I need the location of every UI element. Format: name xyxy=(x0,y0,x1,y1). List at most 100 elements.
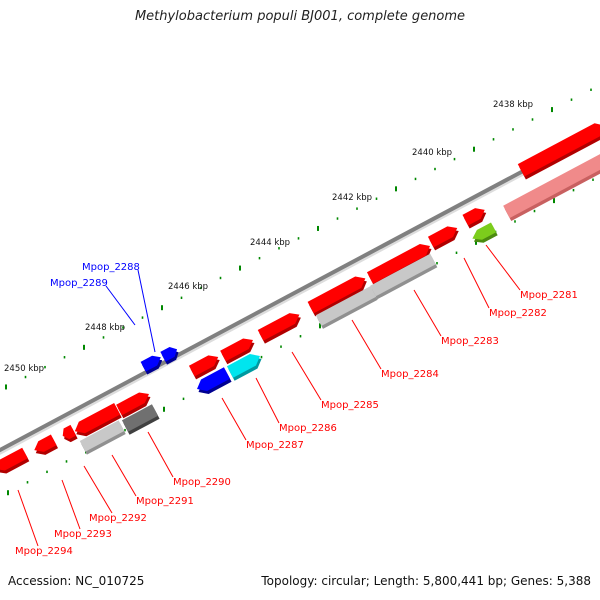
leader-line xyxy=(485,244,521,291)
gene-arrow[interactable] xyxy=(517,123,600,180)
tick-mark xyxy=(572,188,575,192)
gene-arrow[interactable] xyxy=(472,222,498,243)
tick-mark xyxy=(473,146,475,152)
topology-info: Topology: circular; Length: 5,800,441 bp… xyxy=(261,574,591,588)
kbp-label: 2448 kbp xyxy=(85,323,125,333)
tick-mark xyxy=(453,157,456,161)
tick-mark xyxy=(317,225,319,231)
gene-label[interactable]: Mpop_2292 xyxy=(89,513,147,524)
tick-mark xyxy=(533,209,536,213)
tick-mark xyxy=(124,428,126,432)
tick-mark xyxy=(436,262,438,265)
gene-arrow[interactable] xyxy=(196,367,232,394)
tick-mark xyxy=(375,197,378,200)
leader-line xyxy=(291,351,322,401)
tick-mark xyxy=(280,345,282,348)
outer-tick-row xyxy=(5,88,592,390)
gene-arrow[interactable] xyxy=(188,355,220,380)
gene-arrow[interactable] xyxy=(366,244,432,287)
gene-label[interactable]: Mpop_2293 xyxy=(54,529,112,540)
gene-label[interactable]: Mpop_2287 xyxy=(246,440,304,451)
tick-mark xyxy=(46,470,48,474)
tick-mark xyxy=(514,220,516,223)
tick-mark xyxy=(65,460,68,463)
tick-mark xyxy=(239,265,241,271)
tick-mark xyxy=(414,177,417,181)
gene-label[interactable]: Mpop_2285 xyxy=(321,400,379,411)
tick-mark xyxy=(297,237,300,240)
tick-mark xyxy=(5,384,7,390)
gene-label[interactable]: Mpop_2283 xyxy=(441,336,499,347)
tick-mark xyxy=(553,198,555,204)
tick-mark xyxy=(278,247,280,250)
leader-line xyxy=(17,489,39,547)
gene-label[interactable]: Mpop_2288 xyxy=(82,262,140,273)
leader-line xyxy=(351,319,382,370)
tick-mark xyxy=(7,490,9,496)
gene-label[interactable]: Mpop_2286 xyxy=(279,423,337,434)
tick-mark xyxy=(219,276,222,280)
tick-mark xyxy=(590,88,592,91)
leader-line xyxy=(137,269,156,353)
tick-mark xyxy=(200,286,202,290)
leader-line xyxy=(463,257,490,309)
gene-arrow[interactable] xyxy=(462,208,487,229)
tick-mark xyxy=(83,344,85,350)
gene-arrow[interactable] xyxy=(226,354,262,381)
gene-arrow[interactable] xyxy=(257,313,301,344)
leader-line xyxy=(413,289,442,337)
tick-mark xyxy=(258,256,261,260)
gene-arrow[interactable] xyxy=(160,347,179,365)
tick-mark xyxy=(570,98,573,101)
gene-arrow[interactable] xyxy=(0,447,30,474)
leader-line xyxy=(255,377,280,424)
gene-arrow[interactable] xyxy=(62,424,78,443)
gene-label[interactable]: Mpop_2289 xyxy=(50,278,108,289)
leader-line xyxy=(111,454,137,497)
gene-labels: Mpop_2281 Mpop_2282 Mpop_2283 Mpop_2284 Mpop… xyxy=(15,244,578,557)
gene-box[interactable] xyxy=(121,404,160,435)
gene-arrow[interactable] xyxy=(116,392,151,419)
gene-label[interactable]: Mpop_2284 xyxy=(381,369,439,380)
gene-label[interactable]: Mpop_2282 xyxy=(489,308,547,319)
gene-arrow[interactable] xyxy=(34,434,59,455)
leader-line xyxy=(83,465,113,514)
gene-arrow[interactable] xyxy=(140,355,163,375)
tick-mark xyxy=(434,167,436,171)
tick-mark xyxy=(63,356,66,359)
tick-mark xyxy=(180,296,183,299)
leader-line xyxy=(105,285,136,326)
tick-mark xyxy=(592,178,594,181)
tick-mark xyxy=(24,375,27,379)
leader-line xyxy=(221,397,247,441)
gene-box[interactable] xyxy=(503,154,600,222)
tick-mark xyxy=(141,316,144,319)
gene-label[interactable]: Mpop_2281 xyxy=(520,290,578,301)
gene-arrow[interactable] xyxy=(220,338,255,365)
kbp-label: 2446 kbp xyxy=(168,282,208,292)
tick-mark xyxy=(161,305,163,311)
gene-arrow[interactable] xyxy=(307,276,367,317)
gene-box[interactable] xyxy=(370,253,438,300)
genome-backbone xyxy=(0,127,600,455)
kbp-labels: 2438 kbp 2440 kbp 2442 kbp 2444 kbp 2446 kbp… xyxy=(4,100,533,374)
gene-box[interactable] xyxy=(79,420,126,455)
leader-line xyxy=(147,431,174,478)
tick-mark xyxy=(336,217,339,220)
gene-label[interactable]: Mpop_2291 xyxy=(136,496,194,507)
tick-mark xyxy=(163,406,165,412)
kbp-label: 2438 kbp xyxy=(493,100,533,110)
gene-label[interactable]: Mpop_2294 xyxy=(15,546,73,557)
gene-arrow[interactable] xyxy=(74,402,122,437)
gene-box[interactable] xyxy=(315,286,378,329)
gene-label[interactable]: Mpop_2290 xyxy=(173,477,231,488)
gene-arrow[interactable] xyxy=(427,226,459,251)
tick-mark xyxy=(44,365,46,369)
tick-mark xyxy=(492,138,495,141)
tick-mark xyxy=(356,207,358,210)
accession-text: Accession: NC_010725 xyxy=(8,574,145,588)
tick-mark xyxy=(182,397,185,401)
tick-mark xyxy=(531,118,534,121)
tick-mark xyxy=(122,326,124,329)
